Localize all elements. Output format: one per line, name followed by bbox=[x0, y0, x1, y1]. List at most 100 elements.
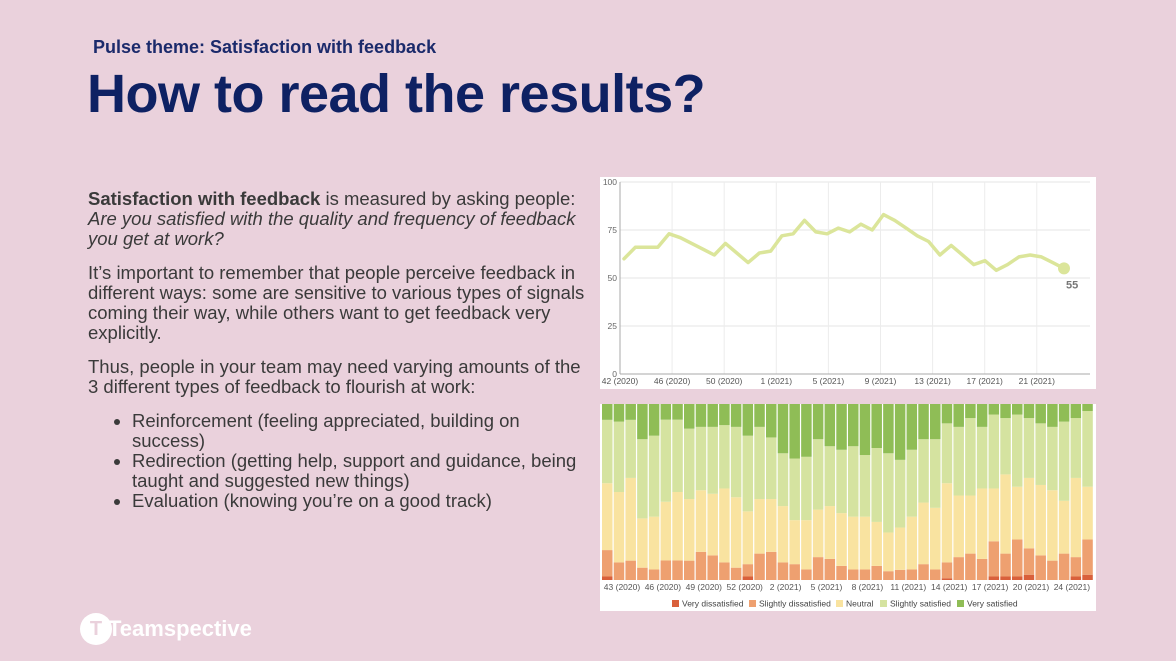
x-tick-label: 43 (2020) bbox=[604, 582, 641, 592]
bar-segment bbox=[672, 419, 683, 492]
series-line bbox=[622, 212, 1066, 273]
bar-segment bbox=[1082, 404, 1093, 412]
bar-segment bbox=[965, 495, 976, 554]
legend-label: Neutral bbox=[846, 599, 874, 609]
bar-segment bbox=[672, 560, 683, 580]
bar-segment bbox=[871, 521, 882, 566]
bar-segment bbox=[742, 404, 754, 436]
x-tick-label: 20 (2021) bbox=[1013, 582, 1050, 592]
list-item: Evaluation (knowing you’re on a good tra… bbox=[132, 491, 588, 511]
bar-segment bbox=[1023, 548, 1035, 575]
legend-swatch bbox=[749, 600, 756, 607]
bar-segment bbox=[1047, 490, 1058, 561]
bar-segment bbox=[918, 564, 929, 580]
bar-segment bbox=[613, 421, 625, 492]
bar-segment bbox=[953, 557, 964, 580]
bar-segment bbox=[1035, 404, 1046, 424]
bar-segment bbox=[1023, 574, 1035, 580]
bar-segment bbox=[871, 404, 882, 448]
bar-segment bbox=[1058, 404, 1070, 422]
bar-segment bbox=[976, 558, 988, 580]
bar-segment bbox=[941, 578, 953, 580]
bar-segment bbox=[976, 426, 988, 489]
y-tick-label: 75 bbox=[608, 225, 618, 235]
bar-segment bbox=[848, 446, 859, 517]
teamspective-logo: T Teamspective bbox=[80, 613, 252, 645]
bar-segment bbox=[695, 490, 707, 552]
bar-segment bbox=[719, 404, 730, 426]
bar-segment bbox=[848, 516, 859, 570]
legend-label: Very dissatisfied bbox=[682, 599, 744, 609]
x-tick-label: 46 (2020) bbox=[654, 376, 691, 386]
bar-segment bbox=[695, 551, 707, 580]
bar-segment bbox=[707, 426, 718, 494]
bar-segment bbox=[742, 564, 754, 577]
y-tick-label: 50 bbox=[608, 273, 618, 283]
bar-segment bbox=[742, 511, 754, 565]
bar-segment bbox=[613, 562, 625, 580]
bar-segment bbox=[789, 520, 800, 565]
bar-segment bbox=[918, 439, 929, 503]
bar-segment bbox=[742, 435, 754, 512]
bar-segment bbox=[602, 483, 613, 551]
bar-segment bbox=[1070, 557, 1082, 577]
bar-segment bbox=[1082, 486, 1093, 540]
bar-segment bbox=[625, 419, 636, 478]
bar-segment bbox=[894, 527, 906, 570]
bar-segment bbox=[1012, 576, 1023, 580]
description: Satisfaction with feedback is measured b… bbox=[88, 189, 588, 511]
bar-segment bbox=[637, 518, 648, 568]
bar-segment bbox=[848, 569, 859, 580]
bar-segment bbox=[836, 565, 847, 580]
list-item: Reinforcement (feeling appreciated, buil… bbox=[132, 411, 588, 451]
bar-segment bbox=[883, 453, 894, 533]
bar-segment bbox=[976, 404, 988, 427]
bar-segment bbox=[859, 404, 871, 456]
bar-segment bbox=[906, 516, 918, 570]
bar-segment bbox=[1000, 553, 1011, 577]
x-tick-label: 9 (2021) bbox=[865, 376, 897, 386]
bar-segment bbox=[801, 456, 812, 521]
legend-label: Very satisfied bbox=[967, 599, 1018, 609]
bar-segment bbox=[1058, 500, 1070, 554]
bar-segment bbox=[988, 576, 1000, 580]
bar-segment bbox=[906, 569, 918, 580]
bar-segment bbox=[1035, 555, 1046, 580]
bar-segment bbox=[953, 495, 964, 558]
bar-segment bbox=[1082, 411, 1093, 487]
bar-segment bbox=[1070, 404, 1082, 419]
bar-segment bbox=[965, 553, 976, 580]
bar-segment bbox=[602, 419, 613, 484]
bar-segment bbox=[930, 569, 941, 580]
bar-segment bbox=[766, 437, 777, 500]
legend-swatch bbox=[836, 600, 843, 607]
bar-segment bbox=[625, 404, 636, 420]
bar-segment bbox=[988, 404, 1000, 415]
bar-segment bbox=[648, 516, 660, 570]
list-item: Redirection (getting help, support and g… bbox=[132, 451, 588, 491]
bar-segment bbox=[789, 564, 800, 580]
bar-segment bbox=[602, 404, 613, 420]
bar-segment bbox=[871, 565, 882, 580]
bar-segment bbox=[719, 488, 730, 563]
bar-segment bbox=[777, 562, 789, 580]
bar-segment bbox=[1012, 414, 1023, 487]
x-tick-label: 17 (2021) bbox=[972, 582, 1009, 592]
page-title: How to read the results? bbox=[87, 64, 706, 124]
bar-segment bbox=[637, 567, 648, 580]
logo-mark: T bbox=[80, 613, 112, 645]
bar-segment bbox=[930, 439, 941, 508]
bar-segment bbox=[988, 541, 1000, 577]
bar-segment bbox=[1070, 477, 1082, 558]
x-tick-label: 46 (2020) bbox=[645, 582, 682, 592]
bar-segment bbox=[906, 404, 918, 450]
bar-segment bbox=[660, 419, 672, 502]
y-tick-label: 25 bbox=[608, 321, 618, 331]
bar-segment bbox=[625, 477, 636, 561]
bar-segment bbox=[824, 404, 836, 447]
bar-segment bbox=[660, 560, 672, 580]
bar-segment bbox=[1000, 576, 1011, 580]
bar-segment bbox=[730, 404, 742, 427]
bar-segment bbox=[742, 576, 754, 580]
bar-segment bbox=[953, 426, 964, 496]
